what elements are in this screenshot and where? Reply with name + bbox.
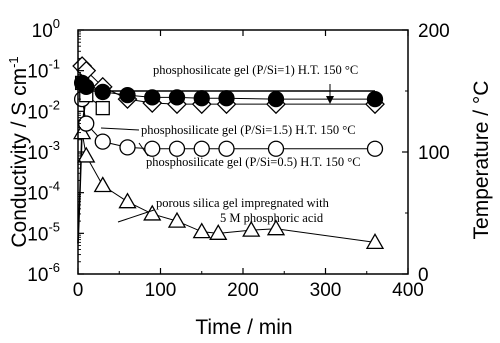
- series-line-diamond: [81, 65, 375, 105]
- axis-titles-layer: Time / min Conductivity / S cm-1 Tempera…: [6, 56, 493, 339]
- data-point-triangle: [242, 220, 261, 237]
- y-right-tick-label: 0: [418, 265, 429, 286]
- data-point-open-circle: [168, 140, 186, 157]
- curves-layer: [77, 65, 376, 244]
- x-tick-label: 400: [392, 280, 424, 301]
- data-point-triangle: [209, 224, 228, 240]
- y-left-tick-base: 10: [27, 184, 48, 205]
- data-point-filled-circle: [144, 89, 161, 106]
- data-point-triangle: [143, 204, 162, 221]
- data-point-filled-circle: [94, 83, 111, 101]
- y-left-tick-base: 10: [27, 265, 48, 286]
- data-point-triangle: [77, 146, 96, 163]
- annotation-p05: phosphosilicate gel (P/Si=0.5) H.T. 150 …: [146, 155, 361, 169]
- y-left-tick-label: 10-4: [27, 179, 60, 205]
- y-left-tick-exp: -2: [48, 97, 60, 112]
- y-left-tick-exp: -4: [48, 179, 60, 194]
- x-tick-label: 0: [73, 280, 84, 301]
- data-point-triangle: [192, 222, 211, 239]
- data-point-triangle: [93, 176, 112, 193]
- series-line-filled-circle: [81, 82, 375, 100]
- data-point-filled-circle: [366, 90, 384, 108]
- y-left-tick-exp: -6: [48, 260, 60, 275]
- y-left-tick-label: 10-6: [27, 260, 60, 286]
- x-tick-label: 100: [145, 280, 177, 301]
- y-right-axis-title: Temperature / °C: [470, 81, 493, 240]
- y-left-tick-label: 10-5: [27, 219, 60, 245]
- ticks-layer: 0 100 200 300 40010010-110-210-310-410-510-6…: [27, 16, 449, 301]
- y-left-tick-base: 10: [27, 224, 48, 245]
- data-point-open-circle: [267, 140, 285, 157]
- y-left-tick-base: 10: [27, 102, 48, 123]
- data-point-open-circle: [366, 140, 384, 157]
- annotation-silica-arrow: [117, 209, 155, 223]
- x-tick-label: 300: [310, 280, 342, 301]
- x-tick-label: 200: [227, 280, 259, 301]
- annotation-silica-line1: porous silica gel impregnated with: [156, 196, 330, 210]
- data-point-open-circle: [193, 140, 210, 157]
- data-point-filled-circle: [168, 89, 186, 106]
- annotation-p1-arrowhead: [326, 96, 334, 104]
- y-left-axis-title-exp: -1: [6, 56, 21, 68]
- y-left-tick-exp: 0: [53, 16, 60, 31]
- y-left-axis-title-text: Conductivity / S cm: [8, 68, 31, 248]
- data-point-filled-circle: [267, 90, 285, 108]
- y-left-axis-title: Conductivity / S cm-1: [6, 56, 31, 247]
- y-left-tick-base: 10: [27, 143, 48, 164]
- data-point-filled-circle: [119, 87, 136, 104]
- y-left-tick-label: 10-1: [27, 57, 60, 83]
- y-left-tick-exp: -3: [48, 138, 60, 153]
- data-point-triangle: [365, 233, 385, 250]
- data-point-open-circle: [94, 133, 111, 150]
- y-left-tick-label: 10-2: [27, 97, 60, 123]
- y-left-tick-exp: -1: [48, 57, 60, 72]
- data-point-open-circle: [119, 139, 136, 156]
- y-left-tick-base: 10: [27, 62, 48, 83]
- data-point-filled-circle: [218, 90, 235, 107]
- series-line-open-circle: [81, 99, 375, 150]
- markers-layer: [72, 56, 385, 250]
- y-right-tick-label: 200: [418, 21, 450, 42]
- y-left-tick-label: 10-3: [27, 138, 60, 164]
- annotation-p15-arrow: [100, 127, 140, 131]
- annotation-p15: phosphosilicate gel (P/Si=1.5) H.T. 150 …: [141, 123, 356, 137]
- data-point-open-circle: [218, 140, 235, 157]
- annotation-p05-arrow: [138, 142, 149, 157]
- data-point-triangle: [118, 192, 137, 209]
- y-right-tick-label: 100: [418, 143, 450, 164]
- data-point-square: [95, 100, 110, 116]
- annotation-p1: phosphosilicate gel (P/Si=1) H.T. 150 °C: [153, 63, 358, 77]
- annotations-layer: phosphosilicate gel (P/Si=1) H.T. 150 °C…: [100, 63, 361, 225]
- x-axis-title: Time / min: [195, 316, 292, 339]
- y-left-tick-exp: -5: [48, 219, 60, 234]
- data-point-triangle: [266, 219, 286, 236]
- data-point-open-circle: [144, 140, 161, 157]
- annotation-silica-line2: 5 M phosphoric acid: [220, 211, 324, 225]
- data-point-triangle: [167, 211, 187, 228]
- y-left-tick-label: 100: [32, 16, 60, 42]
- data-point-filled-circle: [193, 90, 210, 107]
- y-left-tick-base: 10: [32, 21, 53, 42]
